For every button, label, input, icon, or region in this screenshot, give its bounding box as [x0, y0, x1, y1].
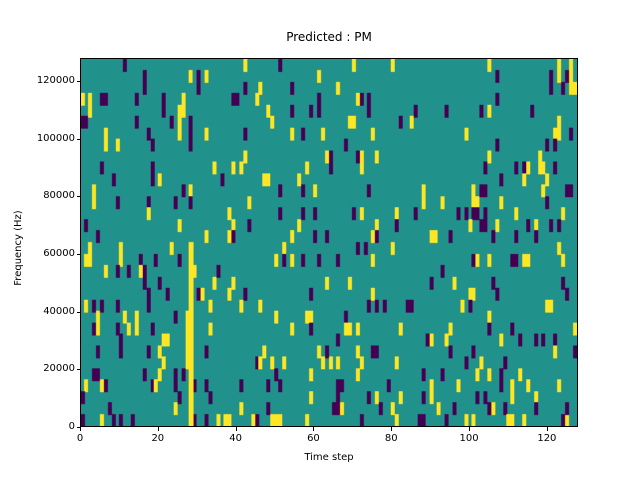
x-tick-label: 40	[229, 433, 242, 444]
y-tick-label: 40000	[43, 305, 75, 317]
y-tick-mark	[76, 81, 80, 83]
y-tick-label: 120000	[36, 75, 75, 87]
y-axis-label: Frequency (Hz)	[13, 210, 24, 286]
x-tick-label: 20	[151, 433, 165, 444]
x-tick-label: 60	[307, 433, 320, 444]
x-tick-mark	[391, 427, 393, 431]
y-tick-mark	[76, 254, 80, 256]
x-tick-label: 120	[537, 433, 557, 444]
x-tick-label: 100	[459, 433, 479, 444]
y-tick-mark	[76, 196, 80, 198]
y-tick-mark	[76, 311, 80, 313]
x-axis-label: Time step	[304, 452, 354, 463]
y-tick-label: 20000	[43, 363, 75, 375]
x-tick-mark	[469, 427, 471, 431]
y-tick-mark	[76, 369, 80, 371]
x-tick-mark	[235, 427, 237, 431]
x-tick-label: 80	[384, 433, 398, 444]
y-tick-mark	[76, 138, 80, 140]
y-tick-label: 60000	[43, 248, 75, 260]
y-tick-mark	[76, 427, 80, 428]
chart-title: Predicted : PM	[286, 30, 372, 44]
x-tick-mark	[157, 427, 159, 431]
x-tick-label: 0	[76, 433, 84, 444]
y-tick-label: 100000	[36, 132, 75, 144]
x-tick-mark	[313, 427, 315, 431]
x-tick-mark	[80, 427, 81, 431]
y-tick-label: 0	[68, 421, 75, 432]
y-tick-label: 80000	[43, 190, 75, 202]
heatmap-canvas	[81, 59, 577, 426]
heatmap-axes	[80, 58, 578, 427]
x-tick-mark	[546, 427, 548, 431]
